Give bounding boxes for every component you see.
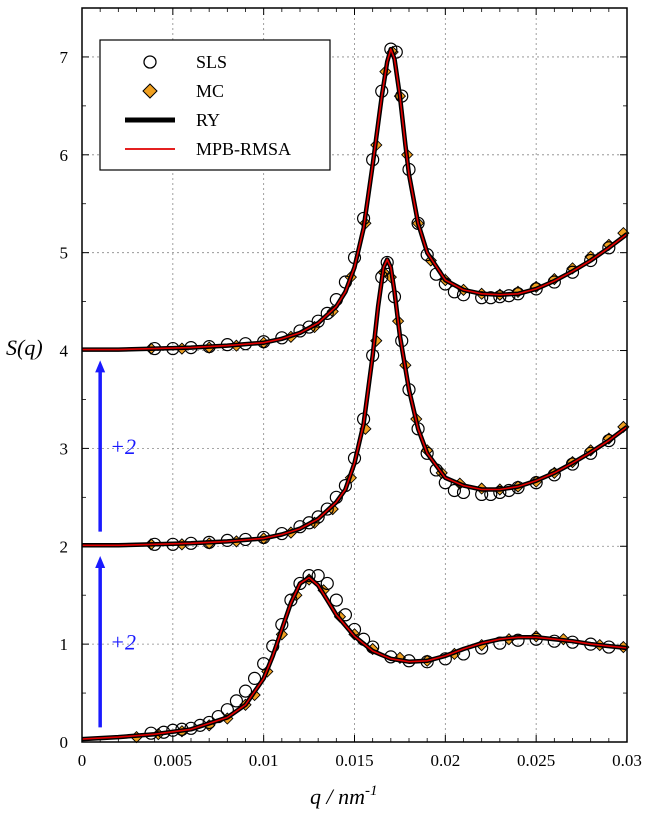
x-axis-title: q / nm-1 (310, 783, 378, 809)
x-tick-label: 0.01 (249, 751, 279, 770)
y-tick-label: 1 (60, 635, 69, 654)
sls-data-point (338, 608, 353, 622)
sls-data-point (247, 671, 262, 685)
sls-data-point (511, 633, 525, 647)
x-tick-label: 0.03 (612, 751, 642, 770)
legend-sls-label: SLS (196, 52, 227, 72)
sls-data-point (238, 684, 253, 698)
y-tick-label: 3 (60, 439, 69, 458)
x-axis-title-exponent: -1 (365, 783, 378, 799)
sls-data-point (293, 576, 307, 591)
mpb-rmsa-series (81, 48, 628, 740)
y-tick-label: 6 (60, 146, 69, 165)
x-axis-title-main: q / nm (310, 784, 365, 809)
x-tick-label: 0 (78, 751, 87, 770)
sls-data-point (380, 255, 394, 270)
mpb-rmsa-curve (82, 48, 628, 351)
legend-mc-marker (142, 83, 158, 99)
x-tick-label: 0.025 (517, 751, 555, 770)
mpb-rmsa-curve (82, 258, 628, 547)
mpb-rmsa-curve (81, 576, 628, 740)
sls-data-point (320, 502, 334, 516)
sls-data-point (302, 569, 316, 583)
x-tick-label: 0.015 (335, 751, 373, 770)
legend-mc-label: MC (196, 81, 224, 101)
sls-data-point (320, 306, 334, 320)
y-tick-label: 4 (60, 342, 69, 361)
x-tick-label: 0.02 (430, 751, 460, 770)
sls-data-point (311, 510, 325, 524)
sls-data-point (493, 290, 507, 304)
sls-data-point (329, 593, 343, 607)
x-axis-ticks: 0 0.005 0.01 0.015 0.02 0.025 0.03 (78, 8, 642, 770)
y-tick-label: 0 (60, 733, 69, 752)
sls-data-point (584, 253, 598, 268)
sls-data-point (447, 483, 462, 498)
sls-data-point (602, 241, 616, 255)
sls-data-point (320, 576, 334, 591)
legend-sls-marker (143, 55, 157, 69)
sls-data-point (484, 291, 498, 305)
plot-frame (81, 7, 628, 743)
y-tick-label: 7 (60, 48, 69, 67)
offset-arrowhead (95, 360, 106, 373)
y-tick-label: 2 (60, 537, 69, 556)
legend: SLS MC RY MPB-RMSA (99, 39, 331, 171)
x-tick-label: 0.005 (154, 751, 192, 770)
y-tick-label: 5 (60, 244, 69, 263)
sls-data-point (493, 485, 507, 500)
y-axis-title: S(q) (6, 335, 43, 360)
offset-annotations: +2 +2 (95, 360, 136, 728)
legend-mpb-label: MPB-RMSA (196, 139, 291, 159)
ry-curve (82, 257, 629, 548)
sls-data-point (311, 569, 325, 583)
offset-label: +2 (110, 630, 136, 655)
sls-data-point (311, 314, 325, 328)
sls-data-point (602, 433, 616, 448)
sls-data-point (229, 694, 244, 708)
offset-label: +2 (110, 434, 136, 459)
legend-ry-label: RY (196, 110, 220, 130)
offset-arrowhead (95, 556, 106, 569)
